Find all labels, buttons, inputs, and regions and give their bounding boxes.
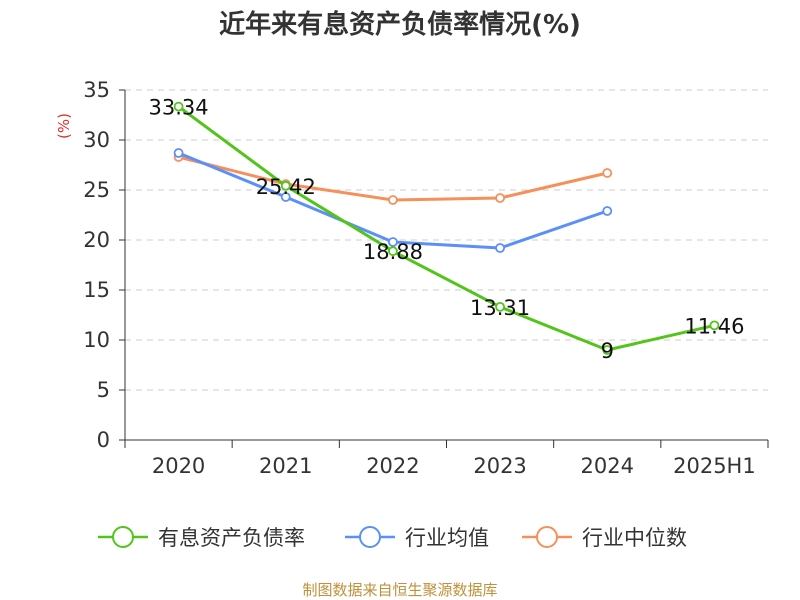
- legend-label: 有息资产负债率: [158, 526, 305, 550]
- data-label: 25.42: [256, 175, 316, 199]
- legend-swatch-marker: [536, 526, 558, 548]
- legend-swatch-marker: [359, 526, 381, 548]
- data-point: [602, 206, 613, 216]
- legend-swatch-marker: [112, 526, 134, 548]
- data-point: [280, 180, 291, 191]
- x-tick-label: 2022: [366, 454, 419, 478]
- legend: 有息资产负债率 行业均值 行业中位数: [98, 526, 687, 550]
- legend-label: 行业均值: [405, 526, 489, 550]
- series-lines: [173, 101, 720, 355]
- data-point: [602, 168, 613, 178]
- data-point: [388, 195, 398, 205]
- data-point: [388, 237, 398, 247]
- y-tick-label: 30: [83, 128, 110, 152]
- axes: 0 5 10 15 20 25 30 35 2020 2021 2022 2023 2024 2025H1: [83, 78, 769, 478]
- x-tick-label: 2025H1: [673, 454, 756, 478]
- x-tick-label: 2021: [259, 454, 312, 478]
- data-point: [388, 246, 398, 257]
- y-tick-label: 5: [97, 378, 110, 402]
- data-point: [173, 148, 184, 158]
- data-point: [173, 101, 184, 112]
- data-label: 18.88: [363, 240, 423, 264]
- data-point: [495, 243, 505, 253]
- y-tick-label: 0: [97, 428, 110, 452]
- data-point: [602, 345, 613, 355]
- chart-title: 近年来有息资产负债率情况(%): [219, 9, 581, 40]
- data-point: [495, 193, 505, 203]
- data-label: 11.46: [684, 314, 744, 338]
- data-label: 9: [601, 339, 614, 363]
- x-tick-label: 2020: [152, 454, 205, 478]
- data-point: [709, 320, 720, 331]
- y-tick-label: 20: [83, 228, 110, 252]
- data-point: [495, 301, 505, 312]
- y-tick-label: 10: [83, 328, 110, 352]
- x-tick-label: 2023: [473, 454, 526, 478]
- source-note: 制图数据来自恒生聚源数据库: [302, 581, 497, 599]
- series-line: [177, 105, 715, 352]
- data-label: 33.34: [149, 96, 209, 120]
- y-axis-label: (%): [55, 113, 73, 139]
- gridlines: [125, 89, 768, 391]
- x-tick-label: 2024: [581, 454, 634, 478]
- y-tick-label: 15: [83, 278, 110, 302]
- legend-label: 行业中位数: [582, 526, 687, 550]
- y-tick-label: 35: [83, 78, 110, 102]
- data-label: 13.31: [470, 296, 530, 320]
- data-point: [280, 192, 291, 202]
- data-labels: 33.34 25.42 18.88 13.31 9 11.46: [149, 96, 745, 363]
- y-tick-label: 25: [83, 178, 110, 202]
